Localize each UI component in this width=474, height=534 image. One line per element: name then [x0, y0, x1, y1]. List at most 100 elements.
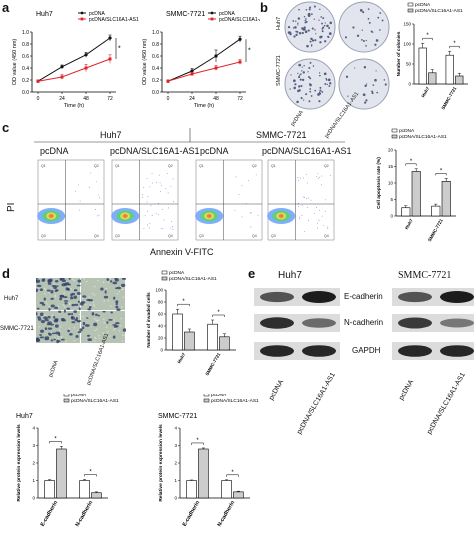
membrane-pore: [93, 285, 96, 288]
cell-event: [255, 174, 257, 176]
y-tick-label: 10: [388, 181, 394, 186]
invaded-cell: [97, 314, 101, 317]
invaded-cell: [50, 290, 54, 294]
colony-dot: [308, 100, 311, 103]
bar: [172, 313, 183, 351]
membrane-pore: [93, 294, 96, 296]
invaded-cell: [43, 297, 46, 301]
invaded-cell: [114, 287, 118, 289]
legend-swatch: [391, 134, 398, 139]
quadrant-label: Q2: [94, 164, 99, 168]
invaded-cell: [67, 329, 70, 333]
colony-dot: [294, 26, 297, 29]
colony-dot: [293, 86, 296, 90]
band-label-ncad: N-cadherin: [344, 318, 384, 327]
cell-event: [298, 205, 300, 207]
colony-dot: [292, 79, 296, 83]
membrane-pore: [51, 314, 54, 317]
bar: [428, 72, 437, 85]
cell-event: [162, 209, 164, 211]
colony-dot: [313, 5, 316, 8]
cell-event: [257, 214, 259, 216]
cell-event: [142, 197, 143, 199]
series-line: [37, 37, 111, 82]
cell-event: [151, 215, 153, 216]
y-tick-label: 60: [158, 312, 164, 317]
colony-dot: [310, 95, 313, 97]
cell-event: [173, 201, 174, 203]
membrane-pore: [57, 305, 60, 308]
membrane-pore: [46, 303, 49, 305]
col-label-pcdna: pcDNA: [48, 359, 60, 379]
colony-dot: [328, 32, 332, 35]
cell-event: [147, 196, 149, 197]
cell-event: [143, 228, 145, 230]
category-label: SMMC-7721: [440, 86, 457, 111]
invaded-cell: [68, 278, 71, 280]
invaded-cell: [82, 326, 85, 330]
panel-b: Huh7 SMMC-7721 pcDNA pcDNA/SLC16A1-AS1 0…: [268, 0, 474, 139]
colony-dot: [319, 41, 322, 44]
protein-band: [302, 345, 336, 357]
colony-dot: [352, 26, 355, 29]
cell-event: [315, 176, 317, 178]
membrane-pore: [93, 305, 96, 307]
invaded-cell: [48, 278, 51, 282]
bar: [445, 54, 454, 85]
invaded-cell: [110, 280, 113, 283]
legend-label: pcDNA: [219, 11, 236, 17]
cell-event: [299, 218, 300, 220]
colony-dot: [381, 19, 384, 22]
legend-label: pcDNA/SLC16A1-AS1: [219, 17, 260, 23]
protein-band: [398, 291, 432, 303]
y-tick-label: 0: [408, 82, 411, 87]
line-chart-huh7: 0.0 0.2 0.4 0.6 0.8 1.0 0 24 48 72 Time (h) OD valu…: [12, 11, 139, 109]
cell-event: [306, 173, 308, 175]
colony-dot: [305, 8, 308, 11]
bar: [44, 480, 55, 499]
invaded-cell: [77, 320, 82, 322]
invaded-cell: [76, 292, 81, 295]
data-point: [84, 53, 88, 57]
culture-plate: [284, 1, 336, 53]
cell-event: [151, 173, 153, 174]
category-label: E-cadherin: [40, 499, 60, 527]
y-tick-label: 1.0: [22, 30, 29, 36]
colony-dot: [314, 29, 316, 31]
membrane-pore: [58, 329, 61, 332]
y-tick-label: 40: [158, 324, 164, 329]
colony-dot: [347, 95, 349, 97]
flow-plot-frame: [195, 159, 263, 241]
membrane-pore: [54, 294, 57, 297]
cell-event: [327, 226, 329, 228]
legend-label: pcDNA: [211, 394, 227, 398]
category-label: N-cadherin: [75, 499, 95, 527]
invaded-cell: [61, 278, 65, 280]
cell-population: [206, 214, 212, 218]
colony-dot: [298, 85, 301, 88]
colony-dot: [364, 84, 367, 88]
colony-dot: [367, 8, 370, 10]
invaded-cell: [76, 284, 81, 287]
sig-star: *: [440, 168, 443, 174]
panel-e-blot: Huh7 SMMC-7721 E-cadherin N-cadherin GAP…: [248, 266, 474, 436]
invaded-cell: [63, 300, 69, 302]
protein-charts: 0 1 2 3 4 * E-cadherin * N-cadherin Relative prot…: [16, 394, 259, 528]
invaded-cell: [66, 307, 71, 310]
membrane-pore: [63, 292, 65, 294]
sig-star: *: [196, 438, 199, 444]
membrane-pore: [103, 300, 106, 302]
colony-dot: [365, 99, 368, 102]
invaded-cell: [77, 331, 82, 334]
colony-dot: [324, 40, 327, 43]
sig-star: *: [248, 48, 251, 55]
legend-swatch: [161, 270, 168, 275]
colony-dot: [305, 93, 308, 96]
y-tick-label: 0.8: [152, 42, 159, 48]
membrane-pore: [123, 334, 126, 337]
cell-event: [317, 227, 318, 229]
colony-dot: [296, 100, 299, 104]
cell-event: [170, 185, 172, 187]
colony-dot: [318, 72, 321, 74]
invaded-cell: [37, 317, 42, 321]
